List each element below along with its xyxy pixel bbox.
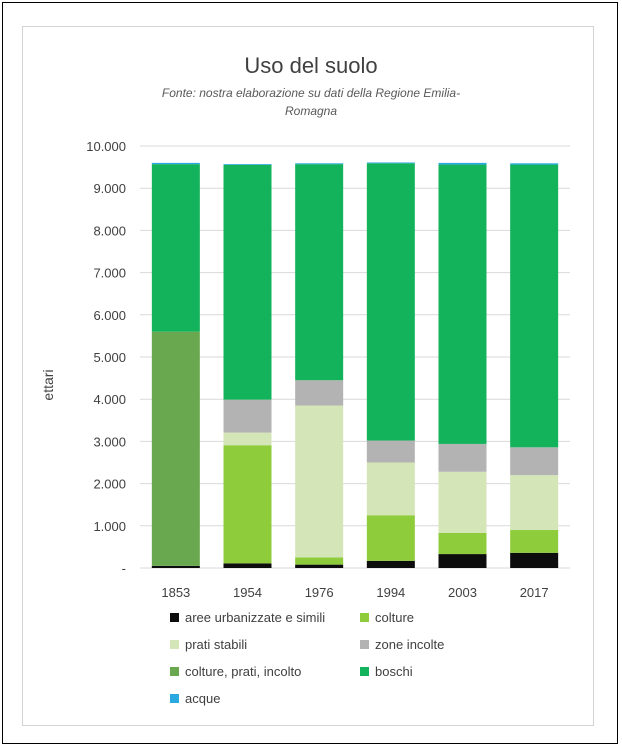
y-tick-label: 8.000 [93, 223, 126, 238]
subtitle-line: Romagna [284, 104, 338, 118]
y-tick-label: 10.000 [86, 139, 126, 154]
bar-segment [295, 564, 344, 568]
bar-segment [223, 164, 272, 400]
bar-segment [510, 164, 559, 448]
legend-label: prati stabili [185, 637, 248, 652]
legend-label: zone incolte [375, 637, 445, 652]
bar-segment [223, 445, 272, 564]
y-tick-label: 4.000 [93, 392, 126, 407]
chart-area [22, 26, 594, 726]
y-tick-label: 2.000 [93, 477, 126, 492]
legend-item: prati stabili [170, 637, 247, 652]
bar-segment [223, 164, 272, 165]
legend-label: boschi [375, 664, 413, 679]
bar-segment [223, 432, 272, 446]
bar-segment [295, 164, 344, 381]
y-tick-label: 7.000 [93, 266, 126, 281]
y-tick-label: 5.000 [93, 350, 126, 365]
legend-label: acque [185, 691, 221, 706]
bar-segment [151, 164, 200, 332]
bar-segment [438, 532, 487, 555]
bar-segment [438, 162, 487, 165]
bar-segment [223, 563, 272, 568]
legend-swatch [170, 694, 179, 703]
legend-swatch [360, 613, 369, 622]
legend-item: acque [170, 691, 220, 706]
y-tick-label: 9.000 [93, 181, 126, 196]
bar-segment [510, 552, 559, 568]
chart-title: Uso del suolo [244, 53, 378, 78]
bar-segment [295, 163, 344, 165]
legend-item: boschi [360, 664, 413, 679]
bar-segment [366, 560, 415, 568]
legend-swatch [360, 667, 369, 676]
legend-label: aree urbanizzate e simili [185, 610, 326, 625]
bar-segment [438, 443, 487, 472]
bar-segment [295, 557, 344, 565]
y-tick-label: - [122, 561, 126, 576]
bar-segment [295, 380, 344, 406]
legend-swatch [170, 613, 179, 622]
bar-segment [366, 163, 415, 441]
bar-segment [438, 471, 487, 533]
legend-item: colture, prati, incolto [170, 664, 301, 679]
legend-swatch [170, 640, 179, 649]
legend-item: colture [360, 610, 414, 625]
chart-subtitle: Fonte: nostra elaborazione su dati della… [95, 84, 527, 120]
y-tick-label: 1.000 [93, 519, 126, 534]
x-tick-label: 1994 [376, 585, 405, 600]
bar-segment [223, 399, 272, 433]
bar-segment [151, 331, 200, 566]
bar-segment [510, 447, 559, 476]
x-tick-label: 1853 [161, 585, 190, 600]
x-tick-label: 2017 [520, 585, 549, 600]
legend-item: zone incolte [360, 637, 444, 652]
x-tick-label: 1976 [305, 585, 334, 600]
x-tick-label: 1954 [233, 585, 262, 600]
legend-swatch [360, 640, 369, 649]
legend-label: colture [375, 610, 415, 625]
bar-segment [510, 475, 559, 531]
bar-segment [366, 462, 415, 516]
subtitle-line: Fonte: nostra elaborazione su dati della… [161, 86, 461, 100]
legend-swatch [170, 667, 179, 676]
bar-segment [295, 405, 344, 558]
y-tick-label: 6.000 [93, 308, 126, 323]
bar-segment [366, 162, 415, 164]
bar-segment [366, 440, 415, 463]
bar-segment [366, 515, 415, 561]
bar-segment [151, 162, 200, 165]
bar-segment [151, 565, 200, 568]
bar-segment [510, 163, 559, 165]
bar-segment [438, 554, 487, 568]
x-tick-label: 2003 [448, 585, 477, 600]
bar-segment [438, 164, 487, 444]
bar-segment [510, 530, 559, 553]
y-tick-label: 3.000 [93, 434, 126, 449]
legend-item: aree urbanizzate e simili [170, 610, 325, 625]
legend-label: colture, prati, incolto [185, 664, 302, 679]
